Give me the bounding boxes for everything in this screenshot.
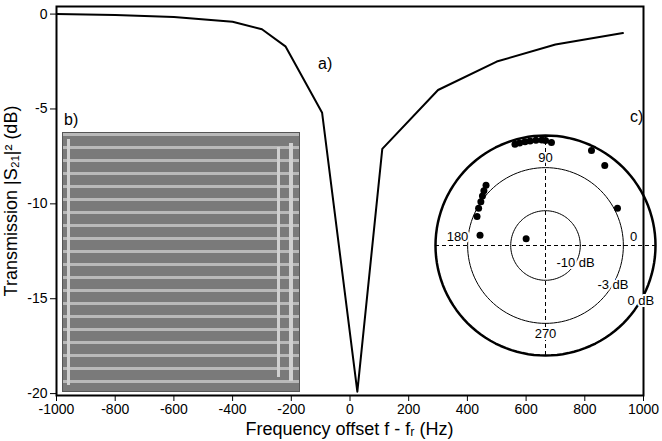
svg-text:-10: -10 xyxy=(27,195,47,211)
svg-text:270: 270 xyxy=(535,326,557,341)
svg-text:-3 dB: -3 dB xyxy=(597,277,628,292)
svg-text:-10 dB: -10 dB xyxy=(556,255,594,270)
svg-text:400: 400 xyxy=(456,401,480,417)
svg-text:0: 0 xyxy=(40,6,48,22)
html-text:c): c) xyxy=(630,108,644,125)
svg-text:0 dB: 0 dB xyxy=(627,293,654,308)
html-text:b): b) xyxy=(64,111,79,128)
svg-text:-15: -15 xyxy=(27,290,47,306)
svg-text:-1000: -1000 xyxy=(39,401,75,417)
svg-text:-20: -20 xyxy=(27,385,47,401)
svg-text:-200: -200 xyxy=(277,401,305,417)
html-text:Transmission |S₂₁|² (dB): Transmission |S₂₁|² (dB) xyxy=(1,105,21,296)
svg-text:180: 180 xyxy=(447,229,469,244)
svg-text:-400: -400 xyxy=(219,401,247,417)
svg-text:0: 0 xyxy=(630,229,637,244)
svg-text:600: 600 xyxy=(514,401,538,417)
svg-text:-800: -800 xyxy=(101,401,129,417)
svg-text:-5: -5 xyxy=(35,100,48,116)
svg-text:1000: 1000 xyxy=(628,401,659,417)
svg-text:800: 800 xyxy=(573,401,597,417)
svg-text:90: 90 xyxy=(538,150,552,165)
html-text:Frequency offset f - fᵣ (Hz): Frequency offset f - fᵣ (Hz) xyxy=(245,419,454,439)
svg-text:0: 0 xyxy=(346,401,354,417)
svg-text:-600: -600 xyxy=(160,401,188,417)
svg-text:200: 200 xyxy=(397,401,421,417)
html-text:a): a) xyxy=(318,55,333,72)
